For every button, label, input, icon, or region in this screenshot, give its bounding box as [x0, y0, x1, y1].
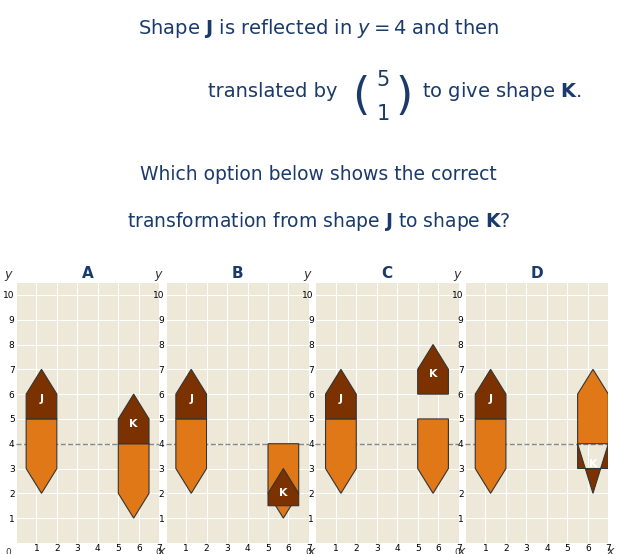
Polygon shape [475, 370, 506, 419]
Polygon shape [268, 444, 299, 518]
Text: $0$: $0$ [155, 546, 162, 554]
Text: $x$: $x$ [157, 545, 168, 554]
Text: $5$: $5$ [376, 70, 389, 90]
Text: J: J [489, 394, 492, 404]
Text: $y$: $y$ [4, 269, 13, 283]
Polygon shape [475, 419, 506, 493]
Polygon shape [26, 419, 57, 493]
Text: (: ( [353, 75, 370, 119]
Text: $x$: $x$ [606, 545, 617, 554]
Text: K: K [429, 370, 437, 379]
Title: C: C [382, 266, 392, 281]
Text: Which option below shows the correct: Which option below shows the correct [140, 165, 497, 184]
Polygon shape [176, 419, 206, 493]
Polygon shape [118, 444, 149, 518]
Text: K: K [279, 488, 287, 499]
Text: $y$: $y$ [453, 269, 462, 283]
Title: D: D [531, 266, 543, 281]
Text: J: J [39, 394, 43, 404]
Text: Shape $\mathbf{J}$ is reflected in $y = 4$ and then: Shape $\mathbf{J}$ is reflected in $y = … [138, 17, 499, 40]
Text: $y$: $y$ [154, 269, 163, 283]
Text: $y$: $y$ [303, 269, 313, 283]
Text: K: K [129, 419, 138, 429]
Text: K: K [589, 459, 598, 469]
Text: transformation from shape $\mathbf{J}$ to shape $\mathbf{K}$?: transformation from shape $\mathbf{J}$ t… [127, 210, 510, 233]
Text: J: J [339, 394, 343, 404]
Polygon shape [326, 370, 356, 419]
Text: translated by: translated by [208, 82, 338, 101]
Polygon shape [118, 394, 149, 444]
Text: $x$: $x$ [307, 545, 317, 554]
Polygon shape [268, 469, 299, 506]
Title: A: A [82, 266, 94, 281]
Polygon shape [26, 370, 57, 419]
Text: J: J [189, 394, 193, 404]
Polygon shape [578, 444, 608, 493]
Polygon shape [418, 419, 448, 493]
Polygon shape [418, 345, 448, 394]
Text: $0$: $0$ [454, 546, 461, 554]
Text: $0$: $0$ [304, 546, 311, 554]
Text: ): ) [396, 75, 413, 119]
Text: $x$: $x$ [457, 545, 467, 554]
Polygon shape [176, 370, 206, 419]
Title: B: B [231, 266, 243, 281]
Text: $0$: $0$ [5, 546, 12, 554]
Polygon shape [326, 419, 356, 493]
Text: $1$: $1$ [376, 104, 389, 124]
Text: to give shape $\mathbf{K}.$: to give shape $\mathbf{K}.$ [422, 80, 582, 103]
Polygon shape [578, 370, 608, 444]
